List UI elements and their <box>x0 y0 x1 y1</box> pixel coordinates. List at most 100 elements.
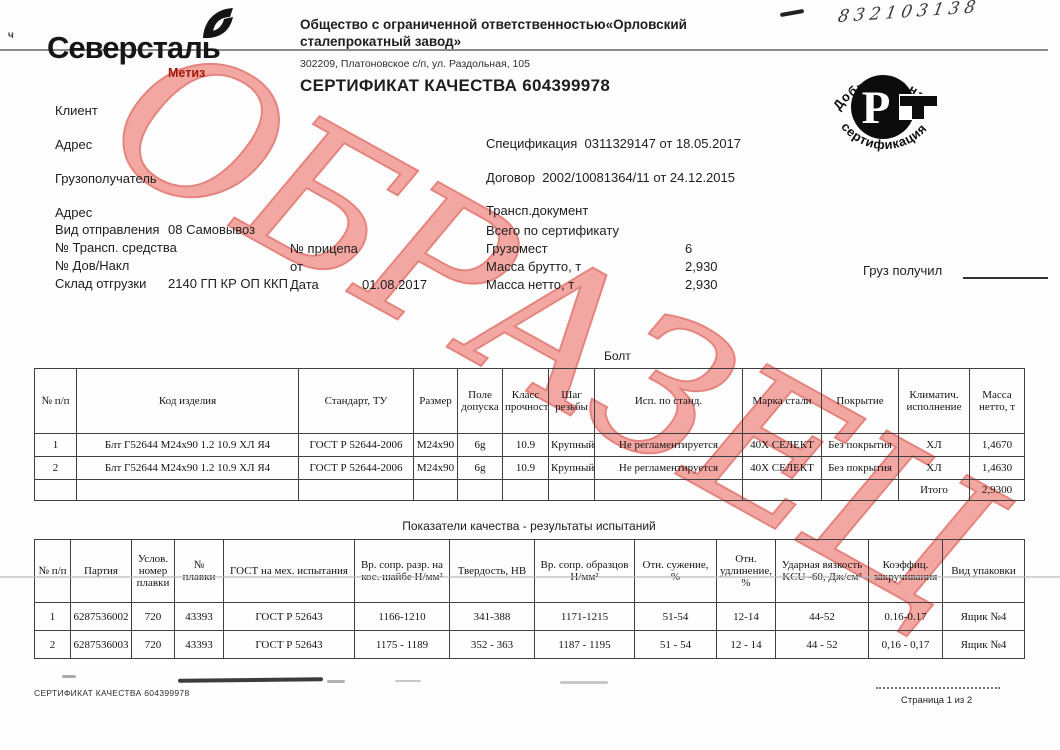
cell: 6287536003 <box>70 630 132 659</box>
empty-cell <box>457 479 503 501</box>
company-name-line1: Общество с ограниченной ответственностью… <box>300 17 687 32</box>
consignee-label: Грузополучатель <box>55 171 157 186</box>
address1-label: Адрес <box>55 137 93 152</box>
empty-cell <box>298 479 414 501</box>
cell: 1175 - 1189 <box>354 630 450 659</box>
footer-doc-reference: СЕРТИФИКАТ КАЧЕСТВА 604399978 <box>34 688 190 698</box>
cell: Блт Г52644 М24х90 1.2 10.9 ХЛ Я4 <box>76 433 299 457</box>
transport-doc-label: Трансп.документ <box>486 203 589 218</box>
col-header: ГОСТ на мех. испытания <box>223 539 355 603</box>
cell: 1166-1210 <box>354 602 450 631</box>
cell: 720 <box>131 630 175 659</box>
total-label-cell: Итого <box>898 479 970 501</box>
scan-line-top <box>0 49 1048 51</box>
brand-sub-label: Метиз <box>168 66 206 80</box>
cell: 0,16 - 0,17 <box>868 630 943 659</box>
table-row: 1 Блт Г52644 М24х90 1.2 10.9 ХЛ Я4 ГОСТ … <box>34 433 1025 457</box>
dov-nakl-label: № Дов/Накл <box>55 258 130 273</box>
cell: 51 - 54 <box>634 630 717 659</box>
cell: Без покрытия <box>821 433 899 457</box>
cell: 2 <box>34 630 71 659</box>
shipment-type-label: Вид отправления <box>55 222 160 237</box>
empty-cell <box>742 479 822 501</box>
brand-wordmark: Северсталь <box>47 30 221 65</box>
cell: 40Х СЕЛЕКТ <box>742 433 822 457</box>
col-header: № плавки <box>174 539 224 603</box>
packages-value: 6 <box>685 241 693 256</box>
document-title: СЕРТИФИКАТ КАЧЕСТВА 604399978 <box>300 76 611 95</box>
cell: ГОСТ Р 52643 <box>223 602 355 631</box>
cell: Блт Г52644 М24х90 1.2 10.9 ХЛ Я4 <box>76 456 299 480</box>
col-header: Вр. сопр. образцов Н/мм² <box>534 539 635 603</box>
table-row: 2 6287536003 720 43393 ГОСТ Р 52643 1175… <box>34 630 1025 659</box>
empty-cell <box>413 479 458 501</box>
warehouse-label: Склад отгрузки <box>55 276 147 291</box>
date-value: 01.08.2017 <box>362 277 428 292</box>
cell: 0.16-0.17 <box>868 602 943 631</box>
company-name-line2: сталепрокатный завод» <box>300 34 462 49</box>
bolt-table: № п/п Код изделия Стандарт, ТУ Размер По… <box>34 368 1025 501</box>
col-header: Коэффиц. закручивания <box>868 539 943 603</box>
cell: 720 <box>131 602 175 631</box>
cell: Без покрытия <box>821 456 899 480</box>
specification-line: Спецификация 0311329147 от 18.05.2017 <box>486 136 742 151</box>
cell: М24х90 <box>413 456 458 480</box>
table-row: 2 Блт Г52644 М24х90 1.2 10.9 ХЛ Я4 ГОСТ … <box>34 456 1025 480</box>
col-header: Ударная вязкость KCU -60, Дж/см² <box>775 539 869 603</box>
col-header: Покрытие <box>821 368 899 434</box>
ot-label: от <box>290 259 303 274</box>
cell: Ящик №4 <box>942 630 1025 659</box>
col-header: № п/п <box>34 539 71 603</box>
packages-label: Грузомест <box>486 241 548 256</box>
cell: 1 <box>34 602 71 631</box>
warehouse-value: 2140 ГП КР ОП ККП <box>168 276 288 291</box>
cell: 12-14 <box>716 602 776 631</box>
quality-header-row: № п/п Партия Услов. номер плавки № плавк… <box>34 539 1025 603</box>
col-header: Поле допуска <box>457 368 503 434</box>
col-header: Класс прочности <box>502 368 549 434</box>
cell: ГОСТ Р 52644-2006 <box>298 433 414 457</box>
stamp-letter-p: Р <box>862 82 891 134</box>
cert-total-label: Всего по сертификату <box>486 223 619 238</box>
cell: 6287536002 <box>70 602 132 631</box>
cell: ХЛ <box>898 433 970 457</box>
col-header: Отн. удлинение, % <box>716 539 776 603</box>
cell: 6g <box>457 456 503 480</box>
cell: М24х90 <box>413 433 458 457</box>
cell: ГОСТ Р 52643 <box>223 630 355 659</box>
empty-cell <box>821 479 899 501</box>
col-header: Марка стали <box>742 368 822 434</box>
total-row: Итого 2,9300 <box>34 479 1025 501</box>
cell: 6g <box>457 433 503 457</box>
cell: 1,4670 <box>969 433 1025 457</box>
corner-scan-mark: ч <box>8 30 14 41</box>
page-number: Страница 1 из 2 <box>901 695 973 706</box>
cell: 40Х СЕЛЕКТ <box>742 456 822 480</box>
pen-dash-mark <box>779 8 805 17</box>
col-header: Исп. по станд. <box>594 368 743 434</box>
scan-smudge <box>560 681 608 684</box>
company-address: 302209, Платоновское с/п, ул. Раздольная… <box>300 58 530 70</box>
col-header: Услов. номер плавки <box>131 539 175 603</box>
col-header: Твердость, НВ <box>449 539 535 603</box>
footer-separator-line <box>876 687 1000 689</box>
stamp-letter-t-stem <box>912 96 924 119</box>
trailer-no-label: № прицепа <box>290 241 358 256</box>
gross-mass-label: Масса брутто, т <box>486 259 582 274</box>
cell: 341-388 <box>449 602 535 631</box>
cargo-received-label: Груз получил <box>863 263 943 278</box>
table-row: 1 6287536002 720 43393 ГОСТ Р 52643 1166… <box>34 602 1025 631</box>
scan-smudge <box>177 677 324 683</box>
company-name: Общество с ограниченной ответственностью… <box>300 16 720 50</box>
cell: 43393 <box>174 630 224 659</box>
contract-line: Договор 2002/10081364/11 от 24.12.2015 <box>486 170 735 185</box>
cell: Крупный <box>548 456 595 480</box>
empty-cell <box>594 479 743 501</box>
col-header: Вр. сопр. разр. на кос. шайбе Н/мм² <box>354 539 450 603</box>
scan-smudge <box>327 680 345 683</box>
cell: 12 - 14 <box>716 630 776 659</box>
cargo-received-signature-line <box>963 277 1048 279</box>
empty-cell <box>76 479 299 501</box>
empty-cell <box>34 479 77 501</box>
